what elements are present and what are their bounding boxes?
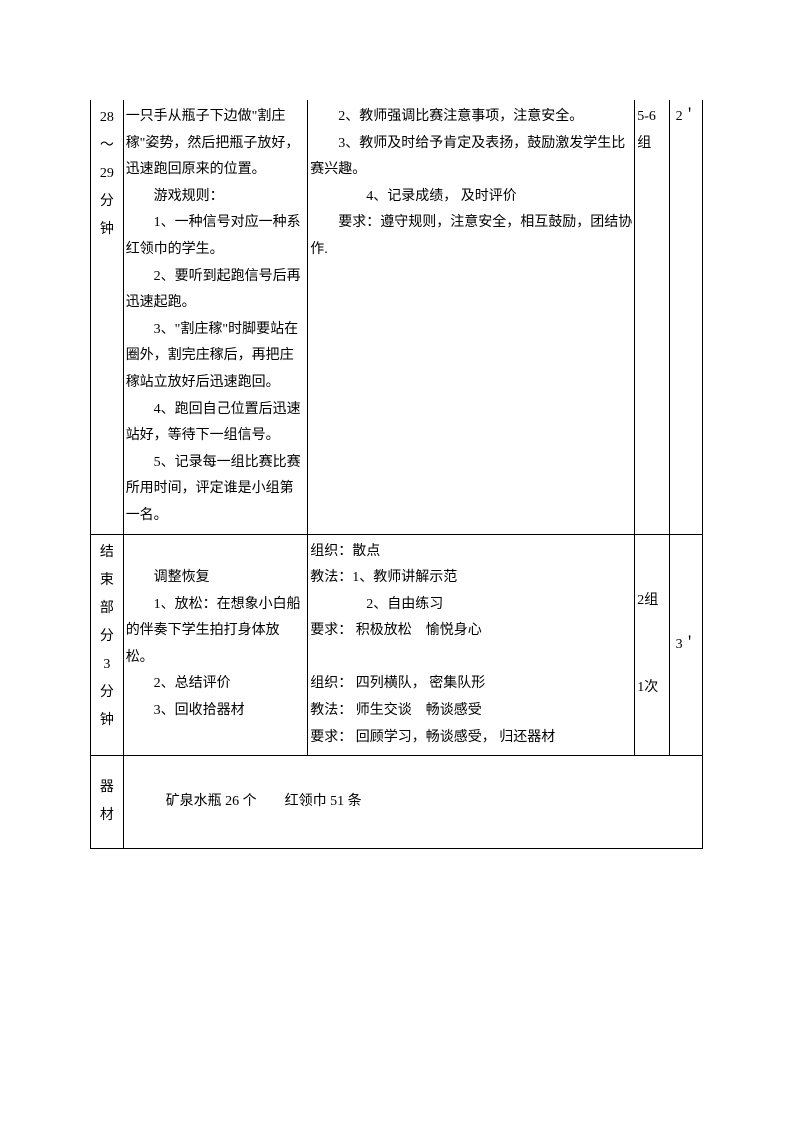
ending-method-text: 组织：散点教法：1、教师讲解示范 2、自由练习要求： 积极放松 愉悦身心组织： … [310, 539, 632, 752]
main-method-text: 2、教师强调比赛注意事项，注意安全。 3、教师及时给予肯定及表扬，鼓励激发学生比… [310, 104, 632, 264]
main-count-cell: 5-6组 [635, 100, 670, 534]
ending-time-text: 3＇ [672, 632, 700, 659]
materials-label-cell: 器材 [91, 756, 124, 849]
main-method-cell: 2、教师强调比赛注意事项，注意安全。 3、教师及时给予肯定及表扬，鼓励激发学生比… [308, 100, 635, 534]
materials-content: 矿泉水瓶 26 个 红领巾 51 条 [126, 789, 700, 816]
ending-count-2: 1次 [637, 675, 667, 702]
main-section-label: 28～29分钟 [91, 100, 124, 534]
ending-content-text: 调整恢复 1、放松：在想象小白船的伴奏下学生拍打身体放松。 2、总结评价 3、回… [126, 565, 306, 725]
materials-row: 器材 矿泉水瓶 26 个 红领巾 51 条 [91, 756, 703, 849]
ending-count-1: 2组 [637, 588, 667, 615]
ending-time-cell: 3＇ [670, 534, 703, 756]
ending-count-cell: 2组 1次 [635, 534, 670, 756]
ending-section-label: 结束部分3分钟 [91, 534, 124, 756]
materials-content-cell: 矿泉水瓶 26 个 红领巾 51 条 [123, 756, 702, 849]
materials-label: 器材 [93, 774, 121, 830]
main-time-cell: 2＇ [670, 100, 703, 534]
ending-method-cell: 组织：散点教法：1、教师讲解示范 2、自由练习要求： 积极放松 愉悦身心组织： … [308, 534, 635, 756]
main-content-text: 一只手从瓶子下边做"割庄稼"姿势，然后把瓶子放好，迅速跑回原来的位置。 游戏规则… [126, 104, 306, 530]
ending-label-text: 结束部分3分钟 [93, 539, 121, 735]
section-time-range: 28～29分钟 [93, 104, 121, 244]
main-count-text: 5-6组 [637, 104, 667, 157]
ending-content-cell: 调整恢复 1、放松：在想象小白船的伴奏下学生拍打身体放松。 2、总结评价 3、回… [123, 534, 308, 756]
ending-row: 结束部分3分钟 调整恢复 1、放松：在想象小白船的伴奏下学生拍打身体放松。 2、… [91, 534, 703, 756]
main-row: 28～29分钟 一只手从瓶子下边做"割庄稼"姿势，然后把瓶子放好，迅速跑回原来的… [91, 100, 703, 534]
lesson-plan-table: 28～29分钟 一只手从瓶子下边做"割庄稼"姿势，然后把瓶子放好，迅速跑回原来的… [90, 100, 703, 849]
main-time-text: 2＇ [672, 104, 700, 131]
main-content-cell: 一只手从瓶子下边做"割庄稼"姿势，然后把瓶子放好，迅速跑回原来的位置。 游戏规则… [123, 100, 308, 534]
